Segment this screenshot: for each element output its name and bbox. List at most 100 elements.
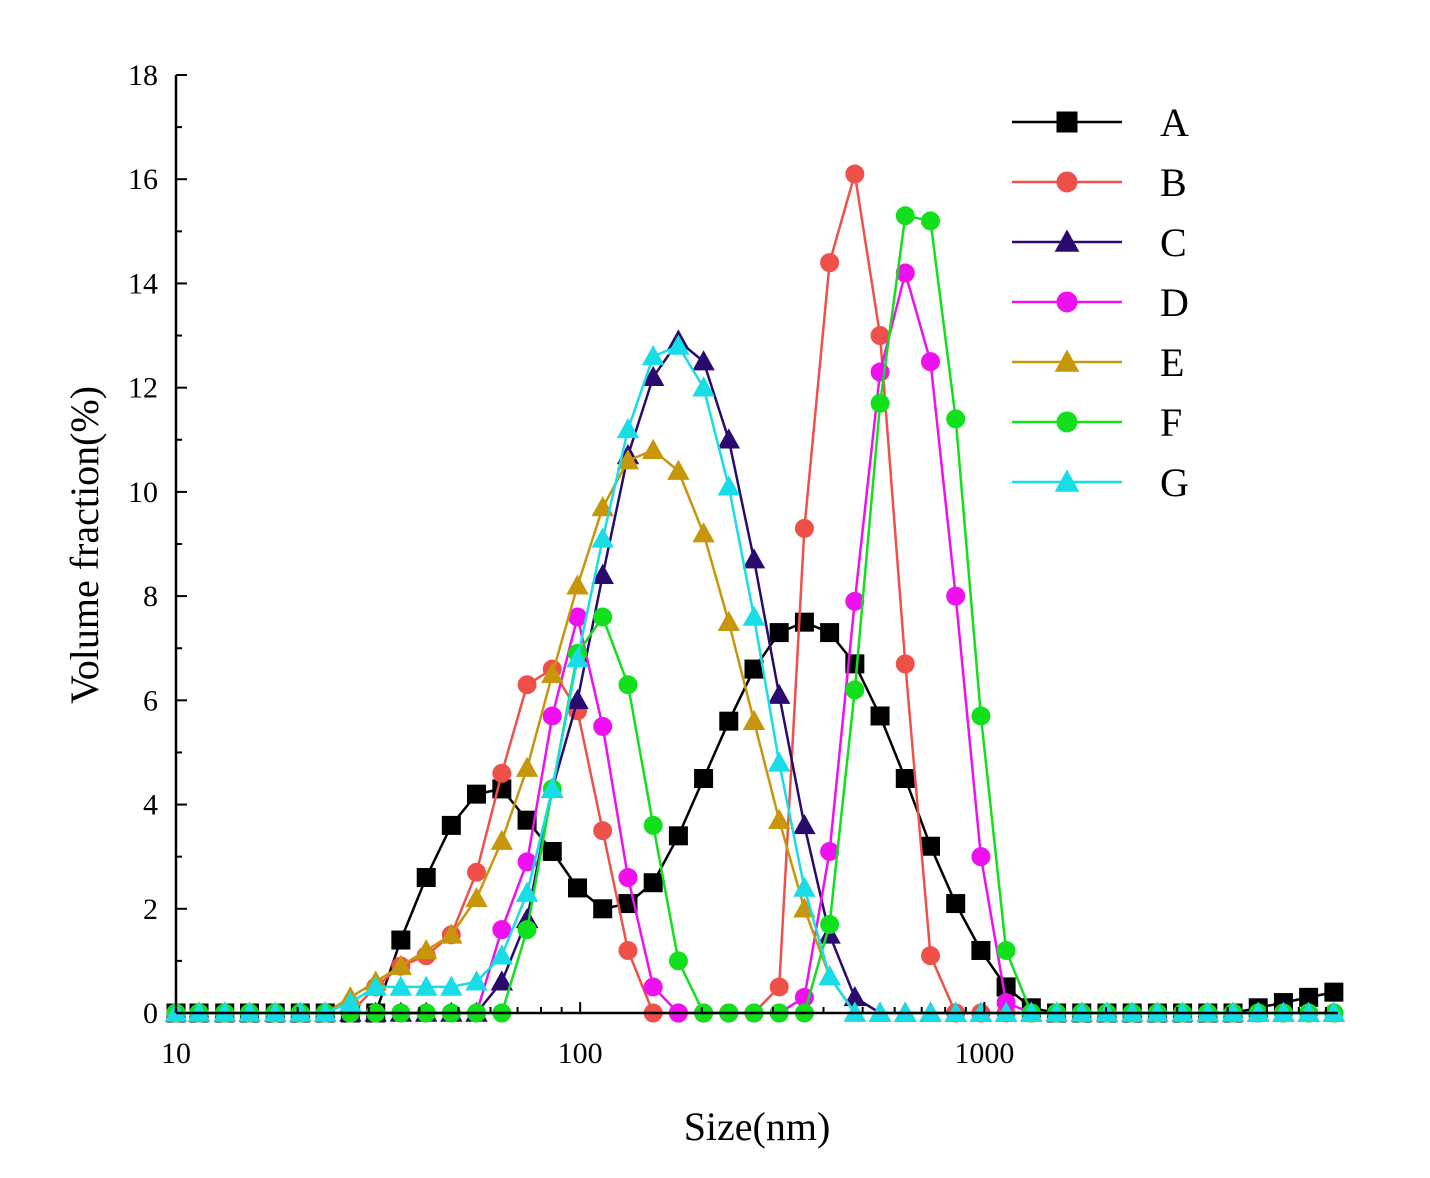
y-tick-label: 16 xyxy=(128,163,158,196)
data-point-G xyxy=(515,881,539,902)
data-point-D xyxy=(643,977,663,997)
series-line-E xyxy=(176,448,1334,1015)
y-tick-label: 10 xyxy=(128,476,158,509)
data-point-G xyxy=(793,876,816,897)
data-point-F xyxy=(996,940,1016,960)
legend-marker-B xyxy=(1056,171,1078,193)
data-point-A xyxy=(542,841,562,861)
data-point-G xyxy=(591,527,614,548)
data-point-B xyxy=(870,326,890,346)
data-point-E xyxy=(641,438,665,459)
data-point-E xyxy=(515,756,539,777)
data-point-C xyxy=(768,683,791,704)
data-point-F xyxy=(845,680,865,700)
data-point-D xyxy=(542,706,562,726)
data-point-G xyxy=(616,417,640,439)
data-point-E xyxy=(616,449,640,470)
data-point-B xyxy=(820,253,840,273)
data-point-F xyxy=(921,211,941,231)
data-point-G xyxy=(667,334,690,355)
legend-marker-E xyxy=(1054,349,1080,372)
y-tick-label: 18 xyxy=(128,59,158,92)
data-point-G xyxy=(692,376,715,397)
data-point-C xyxy=(566,688,589,710)
legend-marker-G xyxy=(1054,469,1080,492)
data-point-C xyxy=(793,814,816,835)
data-point-F xyxy=(643,815,663,835)
data-point-G xyxy=(465,970,488,991)
data-point-E xyxy=(490,829,514,850)
data-point-E xyxy=(541,662,564,684)
data-point-F xyxy=(895,206,915,226)
y-tick-label: 12 xyxy=(128,372,158,405)
data-point-E xyxy=(717,610,740,631)
data-point-A xyxy=(895,769,915,788)
data-point-F xyxy=(870,393,890,413)
y-tick-label: 6 xyxy=(143,684,158,717)
legend-label-F: F xyxy=(1160,400,1182,445)
y-tick-label: 4 xyxy=(143,789,158,822)
data-point-A xyxy=(870,706,890,726)
series-E xyxy=(164,438,1346,1022)
legend-marker-F xyxy=(1056,411,1078,433)
y-axis-title: Volume fraction(%) xyxy=(62,386,107,704)
data-point-C xyxy=(717,428,740,449)
data-point-A xyxy=(719,711,739,731)
legend-item-E: E xyxy=(1012,340,1184,385)
legend-label-C: C xyxy=(1160,220,1187,265)
data-point-F xyxy=(971,706,991,726)
data-point-D xyxy=(492,920,512,940)
data-point-A xyxy=(694,769,714,788)
series-line-G xyxy=(176,344,1334,1015)
data-point-D xyxy=(517,852,537,872)
data-point-A xyxy=(643,873,663,893)
data-point-D xyxy=(618,868,638,888)
data-point-G xyxy=(768,751,791,772)
legend-item-G: G xyxy=(1012,460,1189,505)
data-point-B xyxy=(467,862,487,882)
x-axis-title: Size(nm) xyxy=(684,1104,831,1149)
data-point-C xyxy=(490,970,514,991)
data-point-A xyxy=(467,784,487,804)
data-point-A xyxy=(1324,982,1344,1002)
data-point-G xyxy=(339,991,362,1012)
data-point-C xyxy=(591,563,614,585)
y-tick-label: 8 xyxy=(143,580,158,613)
series-line-A xyxy=(176,620,1335,1015)
data-point-E xyxy=(389,954,413,975)
x-tick-label: 1000 xyxy=(954,1037,1014,1070)
data-point-B xyxy=(517,675,537,695)
data-point-A xyxy=(568,878,588,898)
data-point-G xyxy=(440,975,463,996)
data-point-B xyxy=(492,763,512,783)
y-tick-label: 0 xyxy=(143,997,158,1030)
data-point-G xyxy=(389,975,413,996)
data-point-B xyxy=(895,654,915,674)
data-point-D xyxy=(921,352,941,372)
data-point-E xyxy=(692,522,715,543)
data-point-A xyxy=(593,899,613,919)
legend-item-C: C xyxy=(1012,220,1187,265)
data-point-F xyxy=(946,409,966,429)
legend-label-A: A xyxy=(1160,100,1189,145)
data-point-B xyxy=(593,821,613,841)
legend-label-B: B xyxy=(1160,160,1187,205)
legend-item-F: F xyxy=(1012,400,1182,445)
data-point-G xyxy=(566,647,589,668)
data-point-F xyxy=(820,914,840,934)
data-point-F xyxy=(517,920,537,940)
x-tick-label: 100 xyxy=(558,1037,603,1070)
data-point-G xyxy=(818,965,841,986)
data-point-F xyxy=(618,675,638,695)
legend-marker-C xyxy=(1054,229,1080,252)
legend-item-A: A xyxy=(1012,100,1189,145)
data-point-F xyxy=(593,607,613,627)
data-point-D xyxy=(971,847,991,867)
y-tick-label: 14 xyxy=(128,267,158,300)
data-point-B xyxy=(769,977,789,997)
legend-marker-D xyxy=(1056,291,1078,313)
legend-label-E: E xyxy=(1160,340,1184,385)
y-tick-label: 2 xyxy=(143,893,158,926)
